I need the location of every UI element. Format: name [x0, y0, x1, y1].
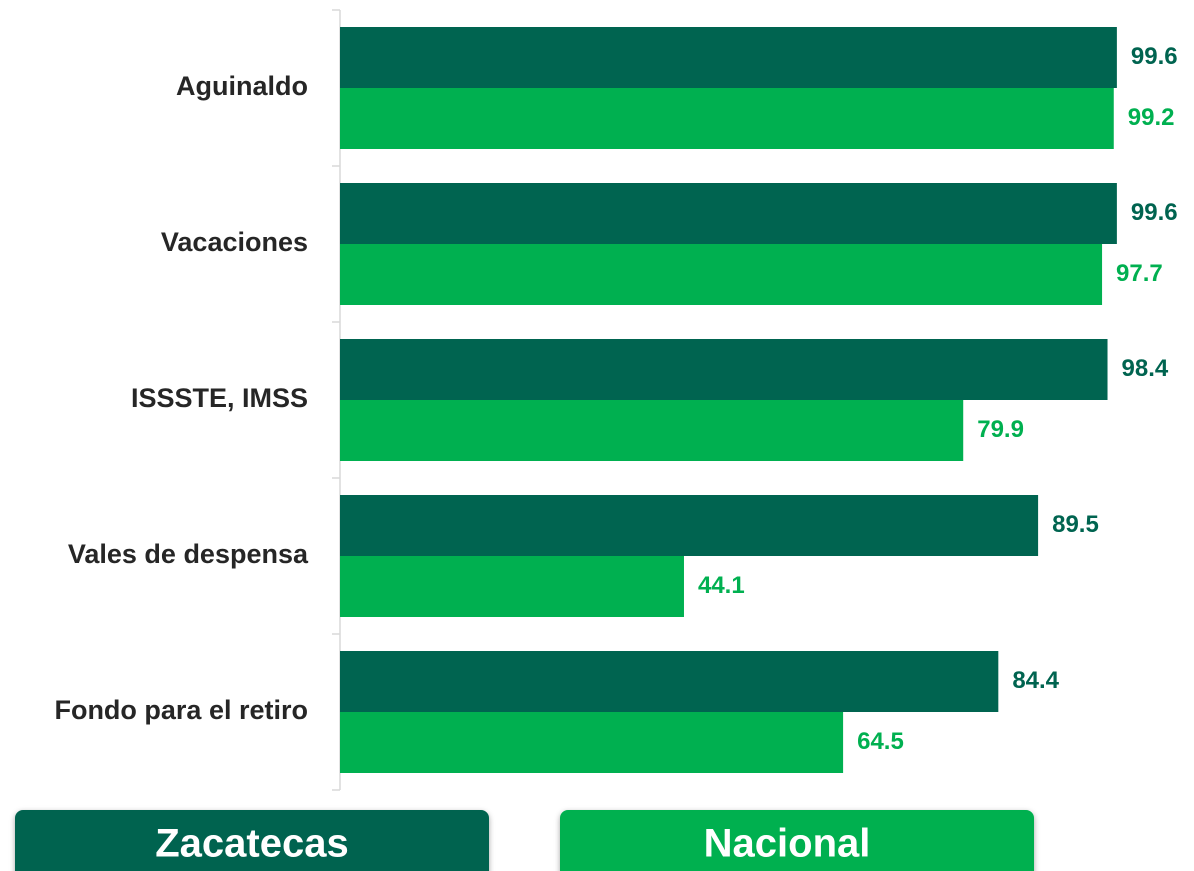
y-tick-label: ISSSTE, IMSS: [131, 383, 308, 413]
bar: [340, 495, 1039, 556]
bar: [340, 183, 1117, 244]
y-tick-label: Vacaciones: [161, 227, 308, 257]
value-label: 99.6: [1131, 199, 1178, 226]
legend-swatch: [560, 810, 1034, 871]
value-label: 99.2: [1128, 104, 1175, 131]
value-label: 84.4: [1012, 667, 1059, 694]
bar: [340, 712, 844, 773]
bar: [340, 244, 1103, 305]
legend-label: Nacional: [704, 822, 871, 866]
bar: [340, 88, 1114, 149]
value-label: 97.7: [1116, 260, 1163, 287]
bar: [340, 651, 999, 712]
bar: [340, 556, 684, 617]
bar: [340, 27, 1117, 88]
bar: [340, 339, 1108, 400]
y-tick-label: Aguinaldo: [176, 71, 308, 101]
legend-label: Zacatecas: [155, 822, 348, 866]
value-label: 64.5: [857, 728, 904, 755]
value-label: 89.5: [1052, 511, 1099, 538]
value-label: 79.9: [977, 416, 1024, 443]
bar: [340, 400, 964, 461]
value-label: 98.4: [1122, 355, 1169, 382]
legend-swatch: [15, 810, 489, 871]
value-label: 44.1: [698, 572, 745, 599]
y-tick-label: Vales de despensa: [68, 539, 309, 569]
value-label: 99.6: [1131, 43, 1178, 70]
y-tick-label: Fondo para el retiro: [54, 695, 308, 725]
